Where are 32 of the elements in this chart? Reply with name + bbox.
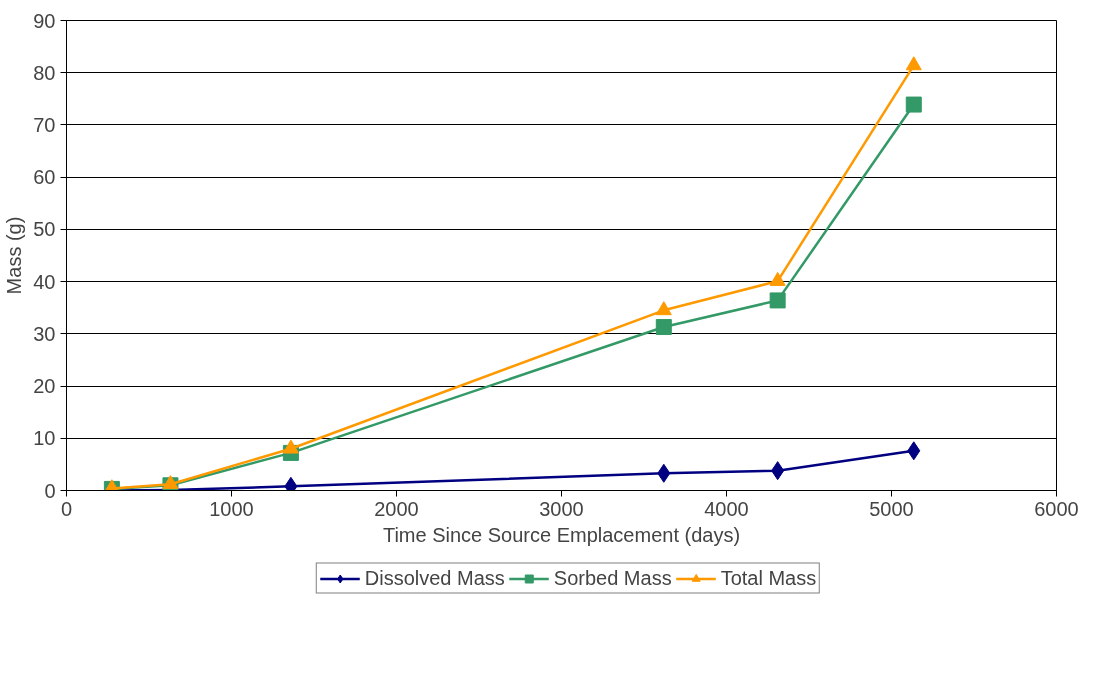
point (655, 301, 672, 316)
y-tick-label: 90 (33, 9, 56, 32)
x-tick-label: 5000 (869, 497, 914, 520)
point (905, 96, 922, 113)
x-tick-label: 2000 (374, 497, 419, 520)
point (657, 463, 671, 483)
legend-label: Total Mass (720, 566, 817, 590)
x-tick-label: 1000 (209, 497, 254, 520)
y-tick-label: 0 (44, 479, 56, 502)
legend-label: Sorbed Mass (553, 566, 672, 590)
point (655, 319, 672, 336)
x-axis-title: Time Since Source Emplacement (days) (382, 523, 741, 546)
y-tick-label: 40 (33, 270, 56, 293)
point (282, 439, 299, 454)
x-tick-label: 6000 (1034, 497, 1079, 520)
y-axis-title: Mass (g) (3, 216, 26, 295)
y-tick-label: 50 (33, 218, 56, 241)
point (769, 271, 786, 286)
point (769, 292, 786, 309)
y-tick-label: 10 (33, 427, 56, 450)
point (771, 461, 785, 481)
y-tick-label: 20 (33, 375, 56, 398)
x-tick-label: 4000 (704, 497, 749, 520)
y-tick-label: 30 (33, 322, 56, 345)
point (907, 441, 921, 461)
legend-label: Dissolved Mass (364, 566, 505, 590)
x-tick-label: 0 (60, 497, 73, 520)
y-tick-label: 60 (33, 166, 56, 189)
y-tick-label: 70 (33, 113, 56, 136)
x-tick-label: 3000 (539, 497, 584, 520)
point (905, 56, 922, 71)
y-tick-label: 80 (33, 61, 56, 84)
